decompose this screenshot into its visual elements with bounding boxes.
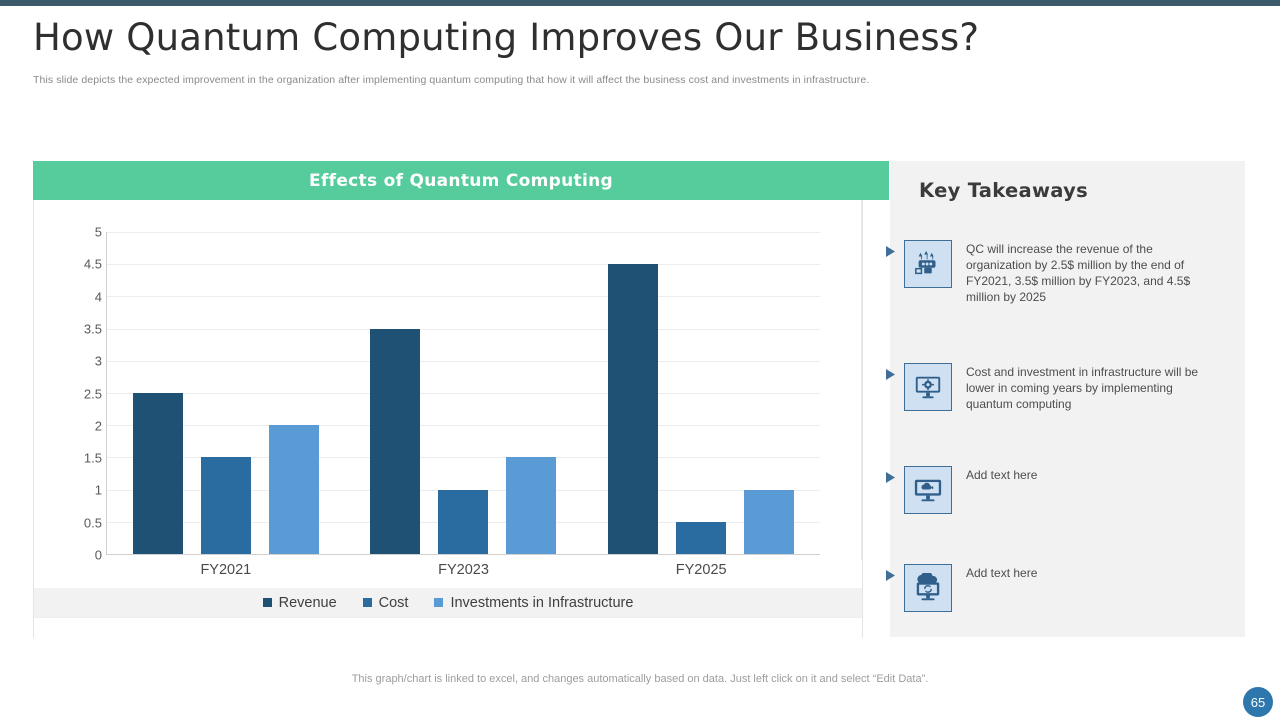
y-axis-tick: 2.5 [83, 386, 102, 401]
revenue-growth-icon [904, 240, 952, 288]
gridline [107, 457, 820, 459]
bullet-arrow-icon [886, 369, 895, 380]
chart-title: Effects of Quantum Computing [309, 170, 613, 191]
y-axis-tick: 0 [94, 547, 102, 563]
page-subtitle: This slide depicts the expected improvem… [33, 74, 870, 86]
bar-revenue-fy2023 [370, 328, 421, 554]
legend-swatch-icon [434, 598, 444, 607]
x-axis-tick-labels: FY2021 FY2023 FY2025 [107, 562, 820, 578]
y-axis-tick: 3 [94, 353, 102, 369]
bar-cost-fy2021 [200, 457, 251, 554]
takeaway-item[interactable]: Add text here [886, 466, 1216, 514]
takeaway-text: Add text here [966, 468, 1038, 482]
x-axis-tick: FY2021 [200, 562, 252, 578]
x-axis-tick: FY2023 [438, 562, 489, 578]
y-axis-tick: 0.5 [83, 515, 102, 531]
bar-groups [107, 232, 820, 554]
bullet-arrow-icon [886, 570, 895, 581]
takeaway-text: QC will increase the revenue of the orga… [966, 242, 1191, 304]
page-number-badge: 65 [1243, 687, 1273, 717]
key-takeaways-title: Key Takeaways [919, 179, 1089, 202]
takeaway-text: Add text here [966, 566, 1038, 580]
y-axis-tick: 5 [94, 224, 102, 240]
legend-item[interactable]: Cost [362, 594, 409, 611]
legend-item[interactable]: Investments in Infrastructure [434, 595, 633, 611]
bar-group [108, 232, 343, 554]
cloud-sync-monitor-icon [904, 564, 952, 612]
monitor-gear-icon [904, 363, 952, 411]
legend-swatch-icon [362, 598, 372, 607]
takeaway-item[interactable]: Add text here [886, 564, 1216, 612]
takeaway-text: Cost and investment in infrastructure wi… [966, 365, 1199, 411]
legend-label: Investments in Infrastructure [450, 594, 634, 611]
y-axis-tick: 2 [94, 418, 102, 434]
bar-cost-fy2025 [676, 521, 727, 554]
y-axis-tick: 3.5 [83, 321, 102, 337]
gridline [107, 393, 820, 394]
top-accent-bar [0, 0, 1280, 6]
y-axis-tick: 4.5 [83, 256, 102, 272]
monitor-cloud-icon [904, 466, 952, 514]
gridline [107, 425, 820, 427]
page-title: How Quantum Computing Improves Our Busin… [33, 16, 980, 59]
y-axis-tick: 4 [94, 289, 102, 305]
chart-linked-note: This graph/chart is linked to excel, and… [351, 673, 929, 685]
bullet-arrow-icon [886, 472, 895, 483]
gridline [107, 264, 820, 266]
bar-cost-fy2023 [438, 489, 489, 554]
legend-label: Cost [378, 594, 409, 611]
bullet-arrow-icon [886, 246, 895, 257]
takeaway-item[interactable]: QC will increase the revenue of the orga… [886, 240, 1216, 305]
x-axis-tick: FY2025 [675, 562, 727, 578]
legend-label: Revenue [278, 594, 337, 611]
gridline [107, 360, 820, 362]
bar-investments-in-infrastructure-fy2023 [506, 457, 557, 554]
bar-group [346, 232, 581, 554]
gridline [107, 328, 820, 330]
y-axis-tick-labels: 5 4.5 4 3.5 3 2.5 2 1.5 1 0.5 0 [46, 225, 102, 563]
bar-revenue-fy2021 [132, 393, 183, 554]
legend-item[interactable]: Revenue [262, 594, 337, 611]
chart-header-bar: Effects of Quantum Computing [33, 161, 889, 200]
gridline [107, 232, 820, 233]
bar-group [584, 232, 819, 554]
bar-revenue-fy2025 [608, 264, 659, 554]
gridline [107, 296, 820, 298]
bar-investments-in-infrastructure-fy2025 [744, 489, 795, 554]
y-axis-tick: 1.5 [83, 450, 102, 466]
chart-legend: Revenue Cost Investments in Infrastructure [34, 588, 862, 617]
bar-investments-in-infrastructure-fy2021 [268, 425, 319, 554]
legend-swatch-icon [262, 598, 272, 607]
chart-footer-strip [34, 617, 862, 638]
takeaway-item[interactable]: Cost and investment in infrastructure wi… [886, 363, 1216, 412]
y-axis-tick: 1 [94, 482, 102, 498]
